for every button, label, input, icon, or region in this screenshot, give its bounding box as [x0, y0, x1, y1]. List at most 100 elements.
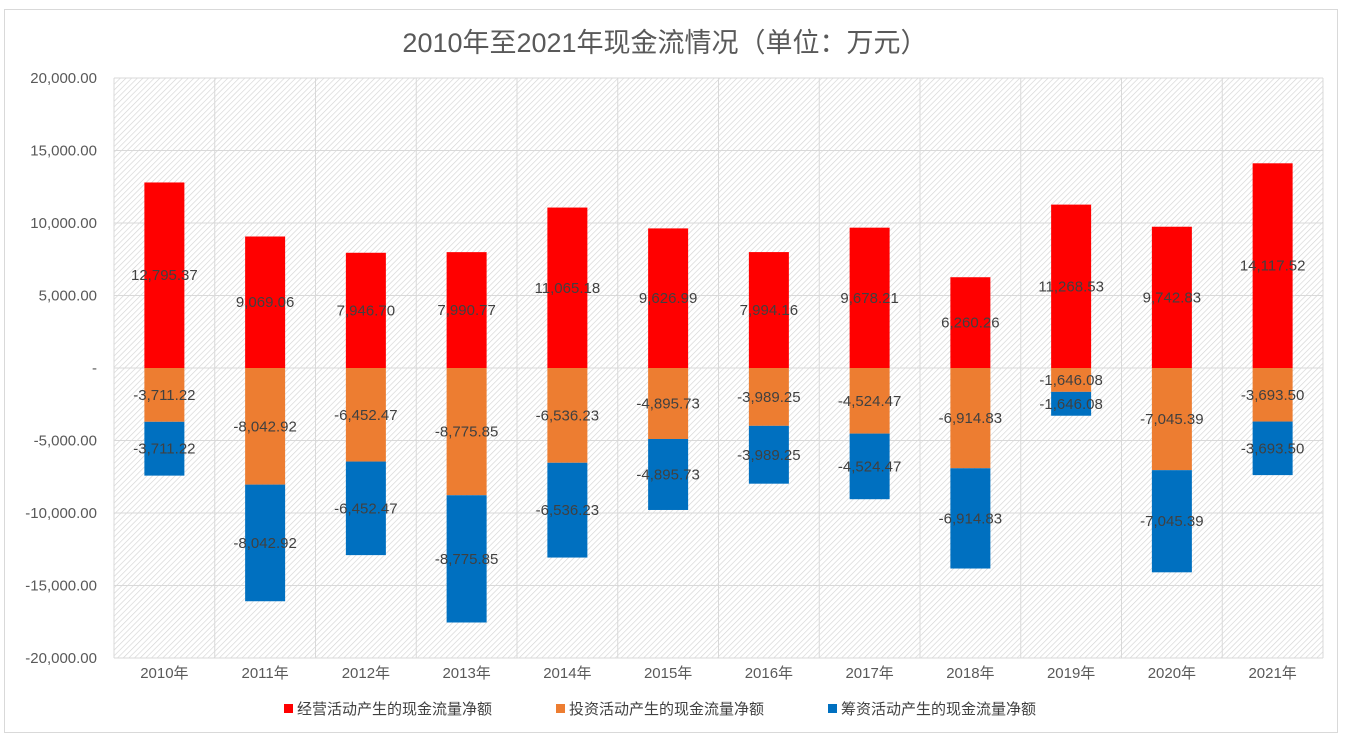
bar-segment-series-1 [1051, 204, 1092, 368]
data-label: 11,268.53 [1038, 278, 1104, 295]
data-label: -3,711.22 [133, 441, 195, 458]
data-label: -8,042.92 [233, 535, 296, 552]
x-tick-label: 2015年 [644, 665, 692, 682]
x-tick-label: 2016年 [745, 665, 793, 682]
data-label: -3,989.25 [737, 389, 800, 406]
bar-segment-series-3 [1252, 421, 1293, 476]
y-tick-label: -10,000.00 [25, 505, 97, 522]
bar-segment-series-3 [345, 461, 386, 556]
chart-frame [4, 9, 1338, 733]
bar-segment-series-2 [245, 368, 286, 485]
y-tick-label: 20,000.00 [30, 70, 97, 87]
bar-segment-series-3 [849, 433, 890, 500]
x-tick-label: 2018年 [946, 665, 994, 682]
bar-segment-series-2 [1151, 368, 1192, 471]
bar-segment-series-3 [144, 421, 185, 476]
data-label: -6,536.23 [536, 502, 599, 519]
data-label: -6,914.83 [939, 510, 1002, 527]
data-label: 9,678.21 [840, 290, 898, 307]
x-tick-label: 2010年 [140, 665, 188, 682]
y-tick-label: -20,000.00 [25, 650, 97, 667]
data-label: -8,775.85 [435, 551, 498, 568]
bar-segment-series-3 [446, 495, 487, 623]
data-label: -4,524.47 [838, 393, 901, 410]
data-label: 9,742.83 [1143, 289, 1201, 306]
bar-segment-series-2 [1051, 368, 1092, 392]
data-label: 7,946.70 [337, 302, 395, 319]
bar-segment-series-2 [446, 368, 487, 496]
data-label: -8,775.85 [435, 424, 498, 441]
data-label: -3,989.25 [737, 447, 800, 464]
data-label: -6,452.47 [334, 500, 397, 517]
y-tick-label: -5,000.00 [34, 433, 97, 450]
data-label: -6,452.47 [334, 407, 397, 424]
bar-segment-series-3 [648, 438, 689, 510]
bar-segment-series-3 [950, 468, 991, 569]
x-tick-label: 2019年 [1047, 665, 1095, 682]
bar-segment-series-2 [144, 368, 185, 422]
data-label: -4,895.73 [636, 395, 699, 412]
data-label: -6,914.83 [939, 410, 1002, 427]
data-label: -3,693.50 [1241, 387, 1304, 404]
x-tick-label: 2012年 [342, 665, 390, 682]
legend-swatch [284, 704, 293, 713]
bar-segment-series-2 [1252, 368, 1293, 422]
bar-segment-series-3 [547, 462, 588, 558]
x-tick-label: 2020年 [1148, 665, 1196, 682]
bar-segment-series-1 [547, 207, 588, 368]
data-label: 6,260.26 [941, 315, 999, 332]
bar-segment-series-2 [648, 368, 689, 439]
x-tick-label: 2017年 [845, 665, 893, 682]
chart-title: 2010年至2021年现金流情况（单位：万元） [402, 28, 927, 58]
data-label: -8,042.92 [233, 418, 296, 435]
data-label: -7,045.39 [1140, 513, 1203, 530]
bar-segment-series-1 [245, 236, 286, 368]
bar-segment-series-3 [1051, 391, 1092, 416]
legend-swatch [828, 704, 837, 713]
data-label: -6,536.23 [536, 407, 599, 424]
bar-segment-series-1 [446, 252, 487, 368]
data-label: -4,895.73 [636, 466, 699, 483]
data-label: 9,626.99 [639, 290, 697, 307]
data-label: -7,045.39 [1140, 411, 1203, 428]
data-label: -1,646.08 [1039, 372, 1102, 389]
data-label: 12,795.37 [131, 267, 198, 284]
data-label: 7,994.16 [740, 302, 798, 319]
bar-segment-series-3 [748, 425, 789, 484]
bar-segment-series-2 [748, 368, 789, 426]
data-label: 14,117.52 [1240, 258, 1306, 275]
data-label: -4,524.47 [838, 458, 901, 475]
bar-segment-series-1 [1252, 163, 1293, 368]
bar-segment-series-1 [849, 227, 890, 368]
bar-segment-series-1 [1151, 226, 1192, 368]
y-tick-label: 15,000.00 [30, 143, 97, 160]
legend-swatch [556, 704, 565, 713]
data-label: 11,065.18 [535, 280, 601, 297]
legend-label: 筹资活动产生的现金流量净额 [841, 701, 1036, 718]
bar-segment-series-1 [144, 182, 185, 368]
data-label: 7,990.77 [437, 302, 495, 319]
legend-label: 投资活动产生的现金流量净额 [569, 701, 764, 718]
bar-segment-series-2 [849, 368, 890, 434]
bar-segment-series-3 [245, 484, 286, 602]
bar-segment-series-1 [345, 252, 386, 368]
bar-segment-series-1 [648, 228, 689, 368]
x-tick-label: 2011年 [241, 665, 288, 682]
y-tick-label: 5,000.00 [39, 288, 97, 305]
bar-segment-series-1 [748, 252, 789, 368]
data-label: 9,069.06 [236, 294, 294, 311]
bar-segment-series-2 [950, 368, 991, 469]
x-tick-label: 2013年 [442, 665, 490, 682]
y-tick-label: 10,000.00 [30, 215, 97, 232]
bar-segment-series-2 [345, 368, 386, 462]
y-tick-label: - [92, 360, 97, 377]
data-label: -3,711.22 [133, 387, 195, 404]
bar-segment-series-2 [547, 368, 588, 463]
bar-segment-series-3 [1151, 470, 1192, 573]
data-label: -3,693.50 [1241, 440, 1304, 457]
data-label: -1,646.08 [1039, 396, 1102, 413]
x-tick-label: 2014年 [543, 665, 591, 682]
y-tick-label: -15,000.00 [25, 578, 97, 595]
x-tick-label: 2021年 [1248, 665, 1296, 682]
